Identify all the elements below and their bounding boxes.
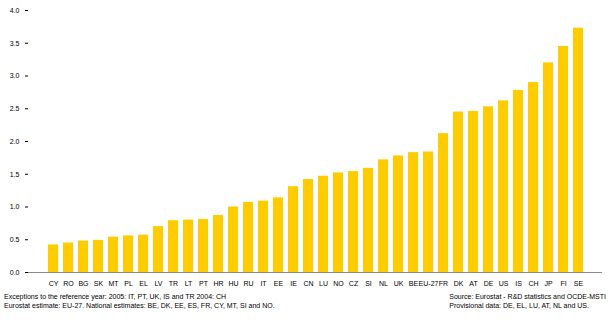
svg-text:2.5: 2.5 [10,105,20,112]
svg-text:HR: HR [213,280,223,287]
svg-text:IT: IT [260,280,267,287]
svg-text:LU: LU [319,280,328,287]
svg-text:CH: CH [528,280,538,287]
svg-text:4.0: 4.0 [10,7,20,14]
svg-text:MT: MT [108,280,119,287]
html-text:Provisional data: DE, EL, LU,: Provisional data: DE, EL, LU, AT, NL and… [449,302,589,309]
svg-text:3.0: 3.0 [10,72,20,79]
svg-text:SK: SK [94,280,104,287]
svg-text:CN: CN [303,280,313,287]
svg-text:SE: SE [574,280,584,287]
svg-text:BG: BG [78,280,88,287]
svg-text:DE: DE [484,280,494,287]
svg-text:RO: RO [63,280,74,287]
svg-text:JP: JP [544,280,553,287]
html-text:Eurostat estimate: EU-27. Nati: Eurostat estimate: EU-27. National estim… [4,302,275,309]
svg-text:LV: LV [154,280,162,287]
svg-text:UK: UK [394,280,404,287]
svg-text:0.0: 0.0 [10,269,20,276]
svg-text:2.0: 2.0 [10,138,20,145]
html-text:Exceptions to the reference ye: Exceptions to the reference year: 2005: … [4,293,226,300]
svg-text:HU: HU [228,280,238,287]
svg-text:AT: AT [469,280,478,287]
svg-text:FR: FR [439,280,448,287]
svg-text:0.5: 0.5 [10,236,20,243]
svg-text:DK: DK [454,280,464,287]
svg-text:EU-27: EU-27 [419,280,439,287]
svg-text:1.5: 1.5 [10,170,20,177]
svg-text:CY: CY [49,280,59,287]
svg-text:BE: BE [409,280,419,287]
svg-text:EL: EL [139,280,148,287]
svg-text:LT: LT [185,280,193,287]
svg-text:RU: RU [243,280,253,287]
svg-text:3.5: 3.5 [10,39,20,46]
svg-text:1.0: 1.0 [10,203,20,210]
svg-text:US: US [499,280,509,287]
svg-text:NL: NL [379,280,388,287]
svg-text:NO: NO [333,280,344,287]
svg-text:IE: IE [290,280,297,287]
html-text:Source: Eurostat - R&D statist: Source: Eurostat - R&D statistics and OC… [449,293,606,300]
svg-text:IS: IS [515,280,522,287]
svg-text:PL: PL [124,280,133,287]
svg-text:SI: SI [365,280,372,287]
svg-text:PT: PT [199,280,209,287]
svg-text:FI: FI [560,280,566,287]
svg-text:CZ: CZ [349,280,359,287]
svg-text:EE: EE [274,280,284,287]
svg-text:TR: TR [169,280,178,287]
